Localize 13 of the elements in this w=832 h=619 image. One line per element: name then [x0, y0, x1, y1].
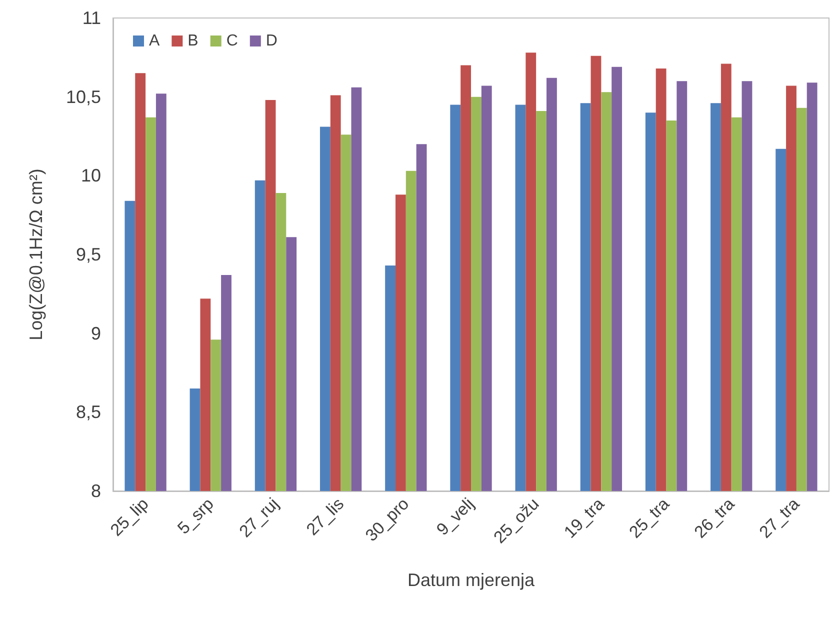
y-axis-title: Log(Z@0.1Hz/Ω cm²) [26, 168, 46, 340]
y-tick-label: 10,5 [66, 86, 101, 107]
y-tick-label: 9 [90, 323, 101, 344]
y-tick-label: 8 [90, 481, 101, 501]
legend-label: A [149, 32, 160, 50]
y-tick-label: 11 [82, 8, 101, 28]
y-tick-label: 8,5 [76, 402, 101, 422]
y-tick-label: 10 [80, 166, 101, 186]
legend-label: C [226, 32, 238, 50]
y-tick-label: 9,5 [76, 244, 101, 264]
legend-label: B [188, 32, 198, 50]
legend-label: D [266, 32, 278, 50]
x-axis-title: Datum mjerenja [407, 570, 536, 590]
